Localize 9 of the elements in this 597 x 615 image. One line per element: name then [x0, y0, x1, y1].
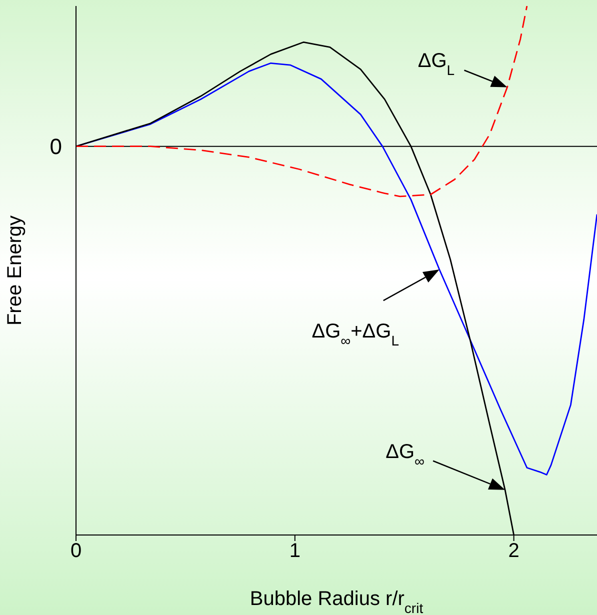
annotation: ΔG$_{∞}$+ΔG$_{L}$	[312, 320, 400, 349]
y-axis-title: Free Energy	[4, 215, 26, 326]
annotation: ΔG$_{∞}$	[386, 440, 425, 469]
x-tick-label: 0	[70, 540, 82, 562]
x-tick-label: 1	[289, 540, 300, 562]
annotation: ΔG$_{L}$	[418, 50, 455, 78]
x-tick-label: 2	[508, 540, 520, 562]
ref-line-label: 0	[50, 134, 62, 160]
x-axis-title: Bubble Radius r/r$_{crit}$	[250, 588, 424, 615]
